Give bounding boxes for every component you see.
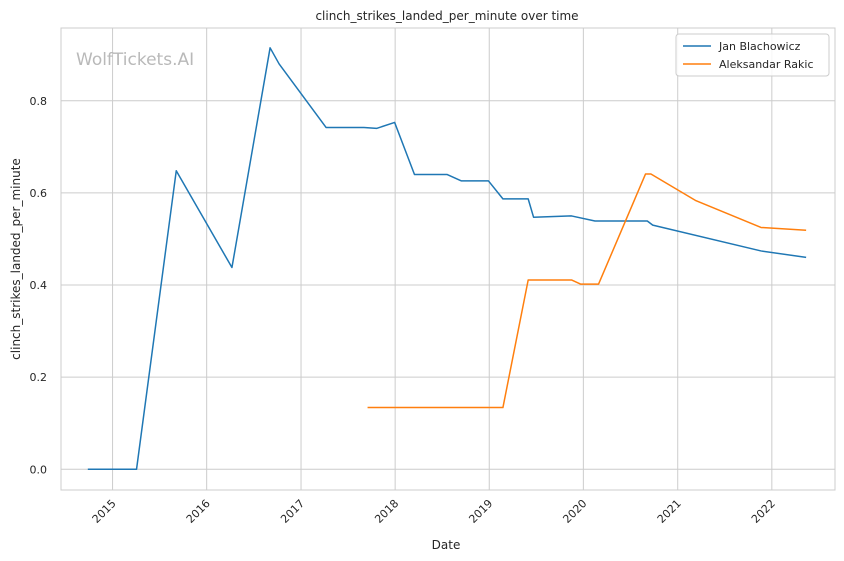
series-line-aleksandar-rakic — [367, 173, 807, 409]
x-tick-label: 2017 — [278, 497, 307, 526]
legend-box — [675, 33, 830, 77]
legend-label-aleksandar-rakic: Aleksandar Rakic — [719, 58, 814, 71]
legend-label-jan-blachowicz: Jan Blachowicz — [718, 40, 801, 53]
y-axis-title: clinch_strikes_landed_per_minute — [9, 158, 23, 360]
plot-frame — [60, 27, 836, 491]
tick-labels: 2015 2016 2017 2018 2019 2020 2021 2022 0.0 0.2 0.… — [30, 95, 778, 526]
watermark: WolfTickets.AI — [76, 50, 194, 70]
chart-title: clinch_strikes_landed_per_minute over ti… — [315, 9, 578, 23]
x-tick-label: 2019 — [466, 497, 495, 526]
y-tick-label: 0.8 — [30, 95, 48, 108]
x-tick-label: 2016 — [184, 497, 213, 526]
x-tick-label: 2020 — [560, 497, 589, 526]
legend: Jan Blachowicz Aleksandar Rakic — [675, 33, 830, 77]
y-tick-label: 0.0 — [30, 463, 48, 476]
x-tick-label: 2022 — [749, 497, 778, 526]
x-tick-label: 2015 — [90, 497, 119, 526]
y-tick-label: 0.6 — [30, 187, 48, 200]
y-tick-label: 0.4 — [30, 279, 48, 292]
series-lines — [87, 47, 807, 471]
series-line-jan-blachowicz — [87, 47, 807, 471]
x-axis-title: Date — [432, 538, 461, 552]
grid — [61, 28, 835, 490]
x-tick-label: 2018 — [372, 497, 401, 526]
y-tick-label: 0.2 — [30, 371, 48, 384]
x-tick-label: 2021 — [655, 497, 684, 526]
